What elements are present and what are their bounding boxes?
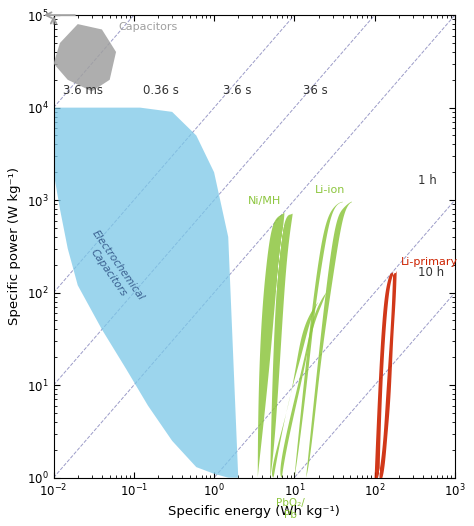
Text: Electrochemical
Capacitors: Electrochemical Capacitors [81,229,146,309]
Text: PbO₂/
Pb: PbO₂/ Pb [276,498,305,520]
Polygon shape [258,213,292,478]
Text: 3.6 s: 3.6 s [223,84,252,97]
Y-axis label: Specific power (W kg⁻¹): Specific power (W kg⁻¹) [9,167,21,326]
Text: Ni/MH: Ni/MH [247,196,281,206]
Text: Li-ion: Li-ion [315,185,346,195]
Text: 36 s: 36 s [303,84,328,97]
Polygon shape [272,291,327,478]
Text: 0.36 s: 0.36 s [143,84,179,97]
Polygon shape [294,202,352,478]
Text: 3.6 ms: 3.6 ms [63,84,103,97]
X-axis label: Specific energy (Wh kg⁻¹): Specific energy (Wh kg⁻¹) [168,504,340,518]
Text: Li-primary: Li-primary [401,257,457,267]
Text: 1 h: 1 h [418,174,437,187]
Text: Capacitors: Capacitors [119,22,178,32]
Polygon shape [54,24,116,92]
Polygon shape [374,271,397,480]
Polygon shape [54,108,238,478]
Text: 10 h: 10 h [418,266,445,279]
